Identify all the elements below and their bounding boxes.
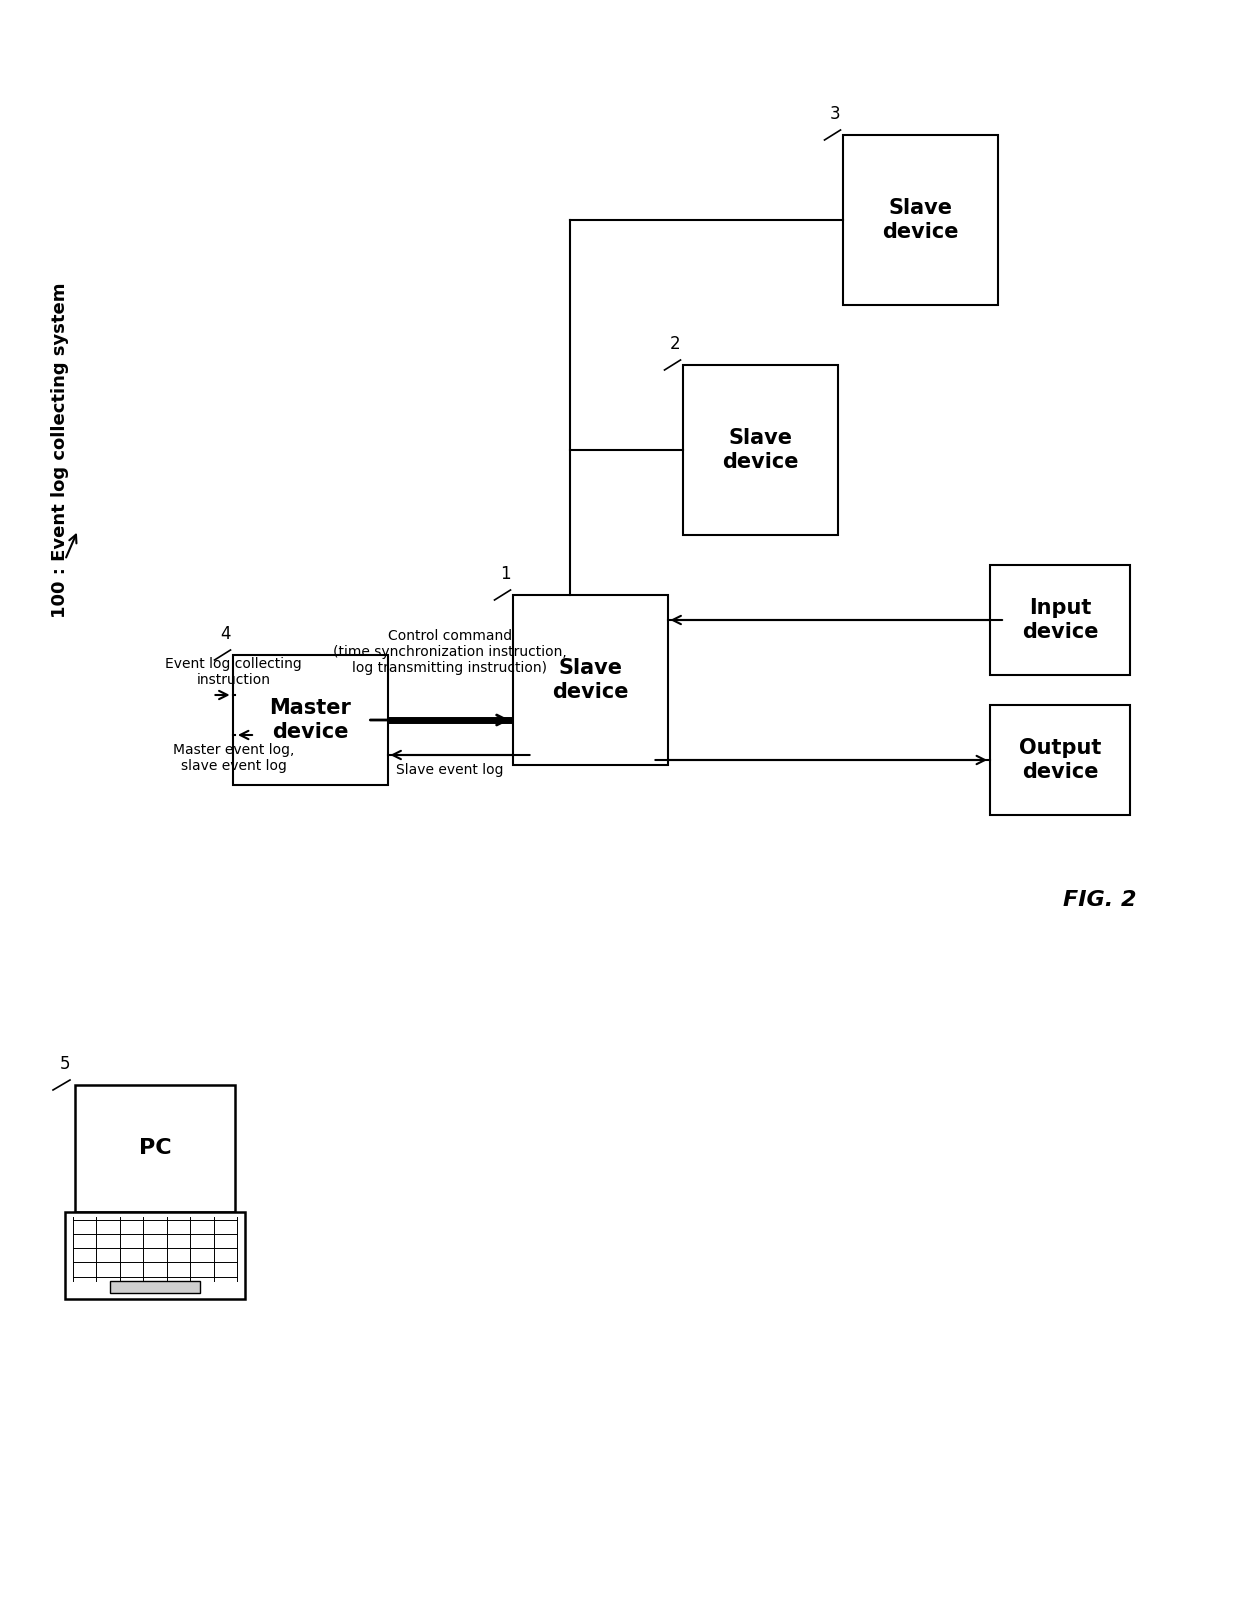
Text: Slave
device: Slave device — [882, 199, 959, 242]
Bar — [110, 1281, 200, 1294]
Bar — [512, 595, 667, 766]
Text: Slave event log: Slave event log — [397, 762, 503, 777]
Text: 4: 4 — [219, 624, 231, 644]
Text: PC: PC — [139, 1138, 171, 1159]
Text: Master
device: Master device — [269, 698, 351, 742]
Bar — [682, 364, 837, 534]
Text: Control command
(time synchronization instruction,
log transmitting instruction): Control command (time synchronization in… — [334, 629, 567, 676]
Text: FIG. 2: FIG. 2 — [1063, 891, 1137, 910]
Text: Input
device: Input device — [1022, 599, 1099, 642]
Text: Slave
device: Slave device — [722, 429, 799, 472]
Bar — [74, 1085, 236, 1212]
Bar — [990, 705, 1130, 815]
Bar — [233, 655, 387, 785]
Text: 100 : Event log collecting system: 100 : Event log collecting system — [51, 282, 69, 618]
Text: Output
device: Output device — [1019, 738, 1101, 782]
Text: 1: 1 — [500, 565, 511, 583]
Text: 5: 5 — [60, 1054, 69, 1074]
Text: Slave
device: Slave device — [552, 658, 629, 701]
Bar — [64, 1212, 246, 1298]
Text: Master event log,
slave event log: Master event log, slave event log — [174, 743, 294, 774]
Bar — [842, 135, 997, 305]
Text: Event log collecting
instruction: Event log collecting instruction — [165, 656, 303, 687]
Text: 3: 3 — [830, 104, 841, 124]
Text: 2: 2 — [670, 335, 681, 353]
Bar — [990, 565, 1130, 676]
